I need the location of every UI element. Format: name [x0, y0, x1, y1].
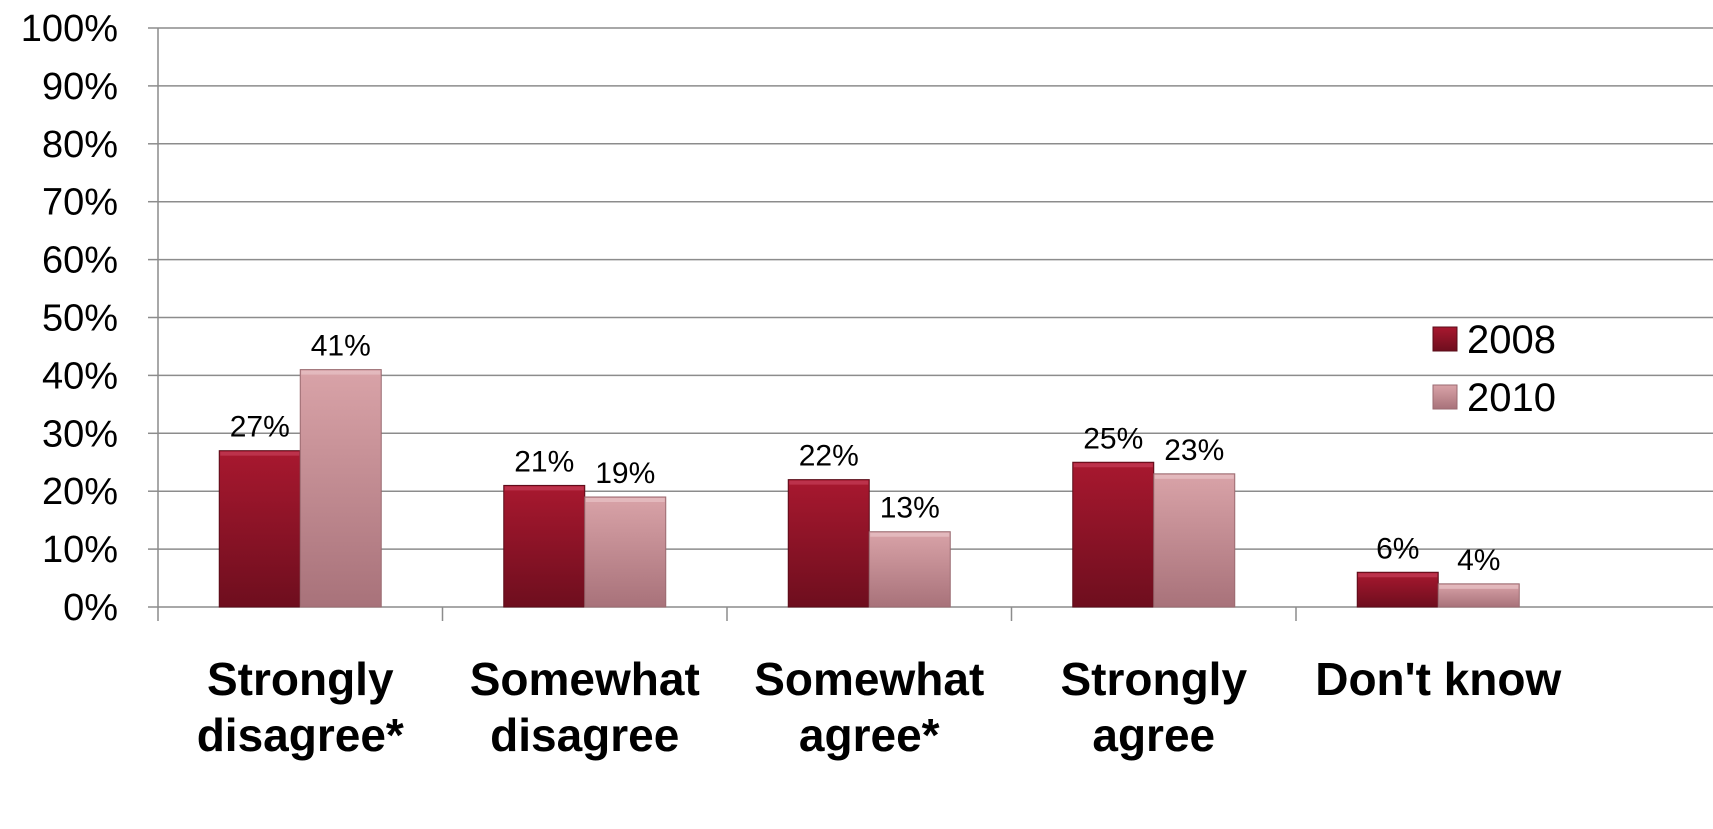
x-category-label: Strongly disagree* — [197, 653, 404, 761]
x-category-label: Somewhat agree* — [754, 653, 984, 761]
bar-2008 — [1356, 571, 1439, 608]
x-category-label-line: Somewhat — [470, 653, 700, 705]
data-label: 21% — [514, 445, 574, 478]
y-tick-label: 90% — [42, 66, 118, 108]
bar-2008 — [1072, 461, 1155, 608]
data-label: 23% — [1164, 434, 1224, 467]
y-tick-label: 0% — [63, 587, 118, 629]
bar-bevel — [870, 532, 950, 537]
bar-2008 — [787, 479, 870, 608]
x-category-label: Somewhat disagree — [470, 653, 700, 761]
y-tick-label: 20% — [42, 471, 118, 513]
x-category-label-line: agree — [1092, 709, 1215, 761]
bar-bevel — [220, 451, 300, 456]
bar-2010 — [584, 496, 667, 608]
bar-bevel — [1439, 584, 1519, 589]
x-category-label-line: Somewhat — [754, 653, 984, 705]
labels: 0% 10% 20% 30% 40% 50% 60% 70% 80% 90% 100% 27% 41% S… — [21, 8, 1562, 761]
data-label: 41% — [311, 330, 371, 363]
bar-2008 — [218, 450, 301, 608]
y-tick-label: 40% — [42, 355, 118, 397]
bars — [218, 369, 1520, 608]
x-category-label-line: agree* — [799, 709, 940, 761]
x-category-label: Strongly agree — [1060, 653, 1247, 761]
y-tick-label: 50% — [42, 298, 118, 340]
legend-swatch-2008 — [1432, 326, 1458, 352]
legend: 2008 2010 — [1432, 318, 1556, 420]
data-label: 27% — [230, 411, 290, 444]
y-tick-label: 10% — [42, 529, 118, 571]
x-category-label-line: disagree* — [197, 709, 404, 761]
bar-2008 — [503, 484, 586, 608]
bar-bevel — [585, 497, 665, 502]
bar-bevel — [504, 486, 584, 491]
bar-bevel — [1154, 474, 1234, 479]
x-category-label-line: Don't know — [1315, 653, 1561, 705]
legend-swatch-2010 — [1432, 384, 1458, 410]
bar-2010 — [1437, 583, 1520, 608]
data-label: 13% — [880, 492, 940, 525]
y-tick-label: 70% — [42, 182, 118, 224]
x-category-label: Don't know — [1315, 653, 1561, 705]
bar-bevel — [1073, 463, 1153, 468]
data-label: 22% — [799, 440, 859, 473]
x-category-label-line: Strongly — [1060, 653, 1247, 705]
bar-2010 — [299, 369, 382, 608]
y-tick-label: 30% — [42, 413, 118, 455]
legend-label: 2010 — [1467, 376, 1556, 420]
y-tick-label: 60% — [42, 240, 118, 282]
bar-2010 — [1153, 473, 1236, 608]
bar-2010 — [868, 531, 951, 608]
bar-bevel — [301, 370, 381, 375]
x-category-label-line: Strongly — [207, 653, 394, 705]
data-label: 25% — [1083, 422, 1143, 455]
data-label: 4% — [1457, 544, 1500, 577]
bar-bevel — [789, 480, 869, 485]
data-label: 6% — [1376, 532, 1419, 565]
data-label: 19% — [595, 457, 655, 490]
bar-bevel — [1358, 573, 1438, 578]
legend-label: 2008 — [1467, 318, 1556, 362]
y-tick-label: 100% — [21, 8, 118, 50]
y-tick-label: 80% — [42, 124, 118, 166]
gridlines — [158, 27, 1713, 550]
x-category-label-line: disagree — [490, 709, 679, 761]
